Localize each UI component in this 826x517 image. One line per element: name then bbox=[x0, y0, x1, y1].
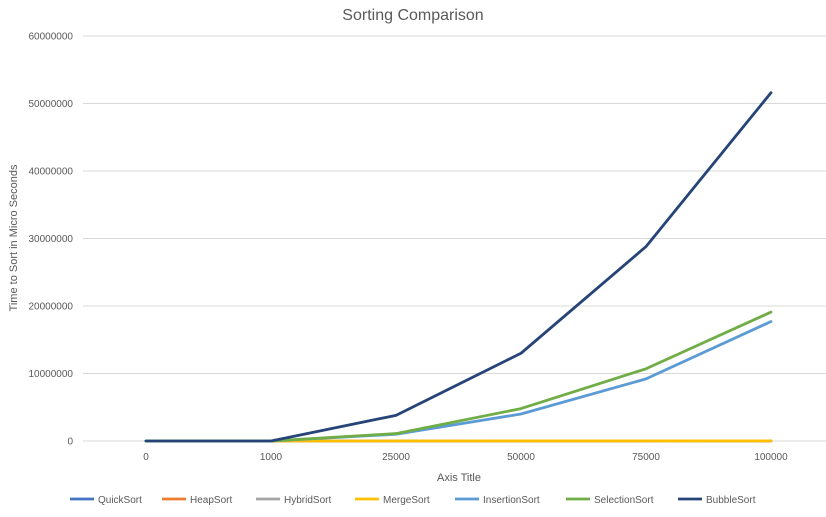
legend-label: SelectionSort bbox=[594, 495, 654, 506]
x-tick-label: 75000 bbox=[632, 452, 660, 463]
legend-label: HybridSort bbox=[284, 495, 331, 506]
x-tick-labels: 0 1000 25000 50000 75000 100000 bbox=[143, 452, 788, 463]
x-tick-label: 25000 bbox=[382, 452, 410, 463]
series-line-insertionsort bbox=[144, 320, 773, 443]
x-tick-label: 100000 bbox=[754, 452, 788, 463]
legend-label: InsertionSort bbox=[483, 495, 540, 506]
series-lines bbox=[144, 91, 773, 443]
legend-label: HeapSort bbox=[190, 495, 232, 506]
series-line-bubblesort bbox=[144, 91, 773, 443]
y-tick-label: 10000000 bbox=[29, 369, 74, 380]
legend-label: BubbleSort bbox=[706, 495, 756, 506]
gridlines bbox=[83, 35, 826, 442]
y-tick-labels: 0 10000000 20000000 30000000 40000000 5000000… bbox=[29, 32, 74, 448]
x-tick-label: 0 bbox=[143, 452, 149, 463]
x-axis-title: Axis Title bbox=[437, 472, 481, 484]
y-tick-label: 0 bbox=[67, 437, 73, 448]
y-tick-label: 20000000 bbox=[29, 302, 74, 313]
x-tick-label: 1000 bbox=[260, 452, 283, 463]
y-tick-label: 60000000 bbox=[29, 32, 74, 43]
legend: QuickSort HeapSort HybridSort MergeSort Inse… bbox=[70, 495, 756, 506]
y-tick-label: 30000000 bbox=[29, 234, 74, 245]
legend-label: QuickSort bbox=[98, 495, 142, 506]
chart-title: Sorting Comparison bbox=[342, 7, 483, 24]
y-tick-label: 50000000 bbox=[29, 99, 74, 110]
legend-label: MergeSort bbox=[383, 495, 430, 506]
x-tick-label: 50000 bbox=[507, 452, 535, 463]
y-axis-title: Time to Sort in Micro Seconds bbox=[8, 164, 20, 311]
y-tick-label: 40000000 bbox=[29, 167, 74, 178]
series-line-selectionsort bbox=[144, 310, 773, 443]
